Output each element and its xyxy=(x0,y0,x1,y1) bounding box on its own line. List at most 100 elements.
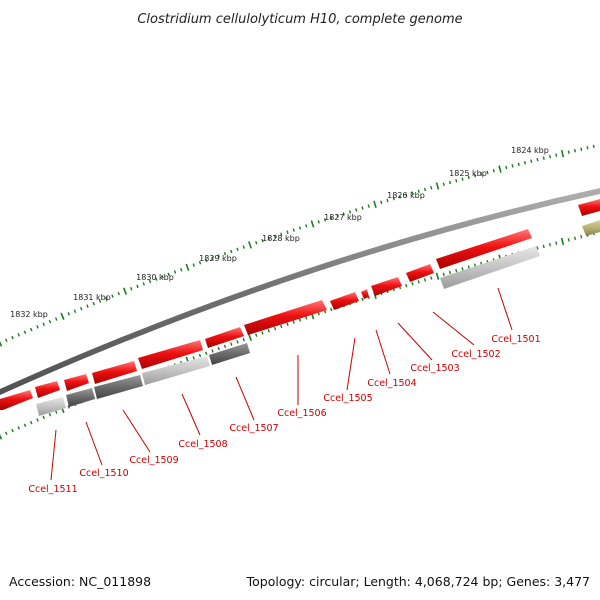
ruler-tick xyxy=(536,246,539,250)
gene-label-ccel-1505[interactable]: Ccel_1505 xyxy=(323,393,372,404)
gene-box-reverse[interactable] xyxy=(36,397,66,416)
reverse-genes xyxy=(36,220,600,416)
ruler-tick xyxy=(42,322,46,326)
leader-ccel-1502 xyxy=(432,311,475,346)
ruler-tick xyxy=(42,415,46,420)
ruler-tick xyxy=(461,177,464,181)
ruler-tick xyxy=(373,200,377,208)
gene-label-ccel-1509[interactable]: Ccel_1509 xyxy=(129,455,178,466)
ruler-tick xyxy=(461,267,464,271)
ruler-tick xyxy=(0,433,3,440)
gene-label-ccel-1501[interactable]: Ccel_1501 xyxy=(491,334,540,345)
ruler-tick xyxy=(29,327,33,332)
ruler-tick xyxy=(435,182,440,190)
ruler-tick xyxy=(173,270,177,274)
ruler-tick xyxy=(448,270,452,275)
leader-ccel-1509 xyxy=(122,409,151,453)
ruler-tick xyxy=(4,338,8,343)
leader-ccel-1501 xyxy=(497,287,513,331)
ruler-tick xyxy=(192,263,195,267)
ruler-tick xyxy=(555,153,558,157)
ruler-tick xyxy=(586,146,589,150)
ruler-tick xyxy=(560,237,565,246)
gene-arrow-forward[interactable] xyxy=(205,327,244,348)
ruler-tick xyxy=(355,208,358,212)
ruler-tick xyxy=(92,301,95,306)
ruler-tick xyxy=(548,154,552,159)
ruler-tick xyxy=(255,241,258,245)
gene-box-reverse[interactable] xyxy=(66,388,95,407)
leader-ccel-1510 xyxy=(85,421,103,466)
ruler-tick xyxy=(498,165,502,173)
gene-arrow-forward[interactable] xyxy=(64,374,89,391)
gene-arrow-forward[interactable] xyxy=(371,277,402,296)
ruler-tick xyxy=(530,159,533,163)
ruler-tick xyxy=(505,165,508,170)
ruler-tick xyxy=(330,307,333,312)
ruler-tick xyxy=(48,412,52,417)
ruler-tick xyxy=(430,276,433,280)
ruler-tick xyxy=(592,144,595,149)
outer-tick-ruler xyxy=(0,144,595,347)
ruler-tick xyxy=(67,312,71,316)
ruler-tick xyxy=(411,191,414,195)
gene-arrow-forward[interactable] xyxy=(436,229,532,269)
gene-label-leaders xyxy=(50,287,513,481)
ruler-tick xyxy=(305,224,308,228)
ruler-tick xyxy=(442,182,445,186)
map-title: Clostridium cellulolyticum H10, complete… xyxy=(137,12,462,27)
ruler-tick xyxy=(536,157,539,162)
leader-ccel-1505 xyxy=(346,337,356,391)
ruler-tick xyxy=(511,164,514,168)
ruler-tick xyxy=(560,149,565,158)
gene-arrow-forward[interactable] xyxy=(92,361,137,384)
ruler-tick xyxy=(17,333,21,337)
ruler-tick xyxy=(423,187,427,192)
ruler-tick xyxy=(11,428,14,433)
gene-arrow-forward[interactable] xyxy=(138,340,203,369)
ruler-tick xyxy=(242,245,245,249)
gene-arrow-forward[interactable] xyxy=(361,289,369,299)
gene-arrow-forward[interactable] xyxy=(330,292,359,310)
ruler-tick xyxy=(192,356,195,360)
leader-ccel-1504 xyxy=(375,329,391,375)
ruler-tick xyxy=(348,210,352,214)
gene-box-reverse[interactable] xyxy=(209,343,250,365)
gene-box-reverse[interactable] xyxy=(582,220,600,236)
gene-arrow-forward[interactable] xyxy=(0,390,33,410)
gene-label-ccel-1504[interactable]: Ccel_1504 xyxy=(367,378,416,389)
ruler-tick xyxy=(230,249,233,254)
gene-arrow-forward[interactable] xyxy=(406,264,434,282)
ruler-tick xyxy=(298,318,302,322)
gene-label-ccel-1507[interactable]: Ccel_1507 xyxy=(229,423,278,434)
gene-arrow-forward[interactable] xyxy=(35,381,60,398)
ruler-tick xyxy=(573,236,577,240)
ruler-tick xyxy=(180,267,183,272)
ruler-tick xyxy=(555,241,558,245)
gene-box-reverse[interactable] xyxy=(440,246,540,289)
gene-label-ccel-1503[interactable]: Ccel_1503 xyxy=(410,363,459,374)
ruler-tick xyxy=(23,330,27,334)
gene-label-ccel-1510[interactable]: Ccel_1510 xyxy=(79,468,128,479)
gene-arrow-forward[interactable] xyxy=(578,199,600,216)
ruler-tick xyxy=(236,247,239,252)
ruler-tick xyxy=(198,353,202,358)
gene-label-ccel-1511[interactable]: Ccel_1511 xyxy=(28,484,77,495)
gene-arrow-forward[interactable] xyxy=(244,300,327,335)
gene-box-reverse[interactable] xyxy=(142,356,210,385)
leader-ccel-1507 xyxy=(235,376,255,421)
leader-ccel-1511 xyxy=(50,429,57,481)
kbp-labels: 1824 kbp 1825 kbp 1826 kbp 1827 kbp 1828… xyxy=(10,146,549,319)
ruler-tick xyxy=(380,200,383,205)
gene-label-ccel-1508[interactable]: Ccel_1508 xyxy=(178,439,227,450)
gene-label-ccel-1506[interactable]: Ccel_1506 xyxy=(277,408,326,419)
ruler-tick xyxy=(261,331,264,335)
gene-box-reverse[interactable] xyxy=(94,375,143,399)
ruler-tick xyxy=(435,272,440,280)
gene-label-ccel-1502[interactable]: Ccel_1502 xyxy=(451,349,500,360)
ruler-tick xyxy=(29,420,33,425)
leader-ccel-1503 xyxy=(397,322,433,361)
genome-backbone xyxy=(0,188,600,395)
ruler-tick xyxy=(423,278,427,282)
ruler-tick xyxy=(273,234,277,239)
